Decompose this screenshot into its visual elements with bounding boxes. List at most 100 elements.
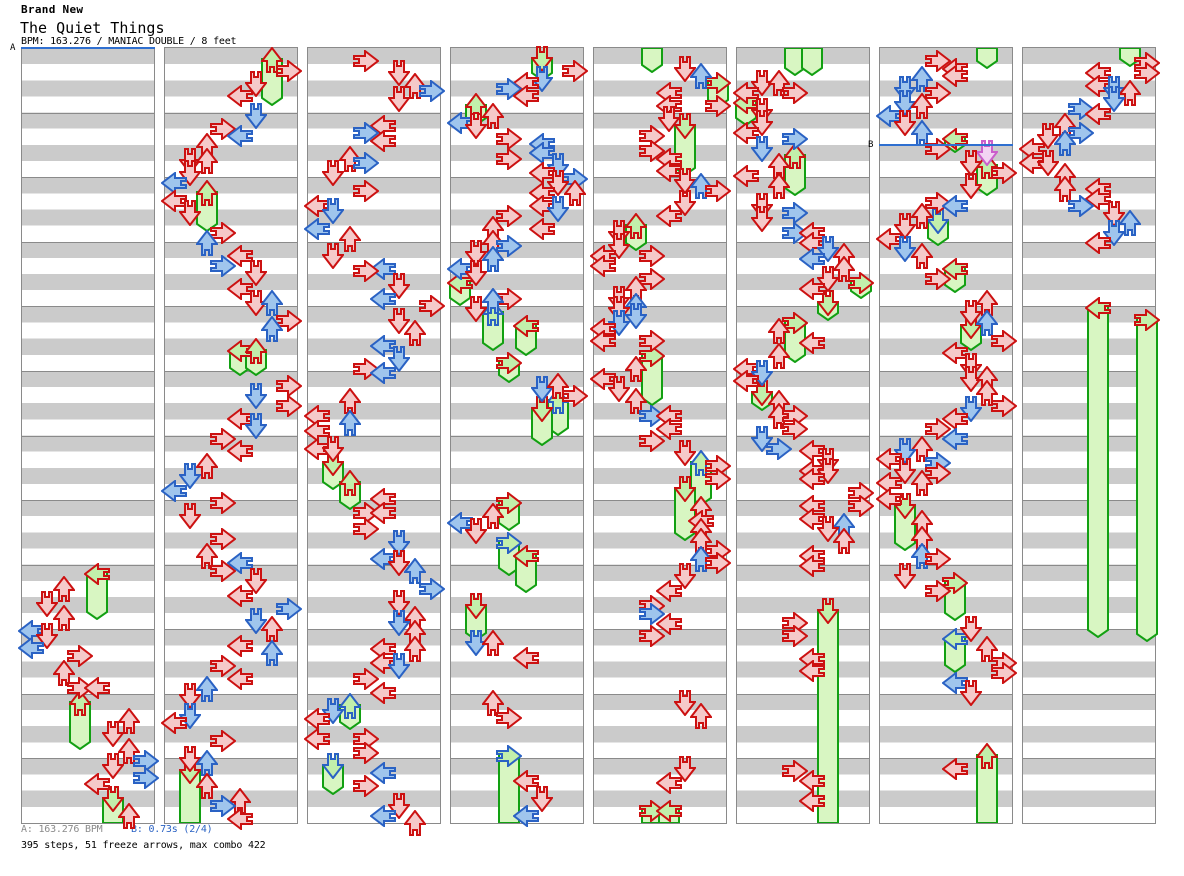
step-arrow [404, 636, 427, 662]
step-arrow [418, 578, 445, 600]
step-arrow [655, 205, 682, 227]
measure-line [165, 371, 297, 372]
freeze-head-arrow [941, 572, 968, 594]
step-arrow [590, 330, 616, 352]
step-arrow [976, 290, 999, 316]
step-arrow [1084, 103, 1111, 125]
chart-column [304, 47, 445, 836]
step-arrow [369, 805, 396, 827]
step-arrow [876, 488, 902, 510]
step-arrow [657, 106, 680, 132]
step-arrow [245, 608, 267, 634]
step-arrow [960, 680, 982, 706]
step-arrow [388, 60, 410, 86]
step-arrow [369, 288, 396, 310]
measure-line [308, 629, 440, 630]
step-arrow [161, 480, 187, 502]
freeze-head-arrow [639, 800, 666, 822]
step-arrow [674, 56, 696, 82]
step-arrow [847, 495, 874, 517]
step-arrow [941, 65, 968, 87]
freeze-head-arrow [496, 352, 523, 374]
step-arrow [36, 591, 59, 617]
step-arrow [765, 438, 792, 460]
step-arrow [782, 202, 809, 224]
freeze-arrow [975, 48, 999, 69]
step-arrow [990, 662, 1017, 684]
step-arrow [261, 316, 284, 342]
step-arrow [210, 428, 237, 450]
step-arrow [624, 356, 647, 382]
step-arrow [369, 762, 396, 784]
step-arrow [547, 170, 570, 196]
step-arrow [338, 410, 361, 436]
measure-line [22, 371, 154, 372]
measure-line [594, 177, 726, 178]
step-arrow [353, 50, 380, 72]
measure-line [308, 758, 440, 759]
step-arrow [782, 612, 809, 634]
step-arrow [941, 758, 968, 780]
step-arrow [894, 438, 917, 464]
freeze-arrow [178, 769, 202, 823]
step-arrow [1103, 76, 1125, 102]
step-arrow [226, 552, 253, 574]
step-arrow [894, 236, 917, 262]
step-arrow [547, 153, 570, 179]
measure-line [451, 113, 583, 114]
step-arrow [245, 413, 267, 439]
step-arrow [990, 395, 1017, 417]
step-arrow [353, 518, 380, 540]
step-arrow [655, 580, 682, 602]
measure-line [451, 694, 583, 695]
freeze-head-arrow [69, 690, 92, 716]
freeze-head-arrow [338, 693, 361, 719]
measure-line [737, 371, 869, 372]
step-arrow [512, 805, 539, 827]
step-arrow [782, 760, 809, 782]
step-arrow [910, 203, 933, 229]
step-arrow [798, 790, 825, 812]
step-arrow [894, 90, 917, 116]
freeze-arrow [497, 754, 521, 823]
step-arrow [925, 548, 952, 570]
step-arrow [465, 518, 488, 544]
step-arrow [1037, 123, 1060, 149]
measure-line [737, 436, 869, 437]
step-arrow [925, 50, 952, 72]
step-arrow [704, 455, 731, 477]
step-arrow [118, 708, 141, 734]
step-arrow [910, 66, 933, 92]
step-arrow [847, 482, 874, 504]
step-arrow [639, 268, 666, 290]
marker-b-readout: B: 0.73s (2/4) [131, 824, 213, 835]
step-arrow [751, 98, 774, 124]
step-arrow [910, 120, 933, 146]
step-arrow [275, 395, 302, 417]
freeze-arrow [783, 48, 807, 76]
step-arrow [353, 260, 380, 282]
step-arrow [226, 440, 253, 462]
step-arrow [960, 616, 982, 642]
measure-line [737, 629, 869, 630]
step-arrow [590, 368, 616, 390]
step-arrow [798, 660, 825, 682]
measure-line [737, 758, 869, 759]
step-arrow [481, 503, 504, 529]
freeze-head-arrow [512, 315, 539, 337]
chart-column [876, 47, 1017, 824]
step-arrow [1133, 62, 1160, 84]
freeze-head-arrow [322, 753, 345, 779]
freeze-arrow [800, 48, 824, 76]
measure-line [1023, 758, 1155, 759]
step-arrow [639, 245, 666, 267]
step-arrow [465, 260, 488, 286]
step-arrow [322, 436, 345, 462]
step-arrow [210, 528, 237, 550]
step-arrow [960, 300, 982, 326]
measure-line [594, 694, 726, 695]
step-arrow [179, 503, 202, 529]
freeze-arrow [530, 407, 554, 446]
step-arrow [1103, 86, 1125, 112]
